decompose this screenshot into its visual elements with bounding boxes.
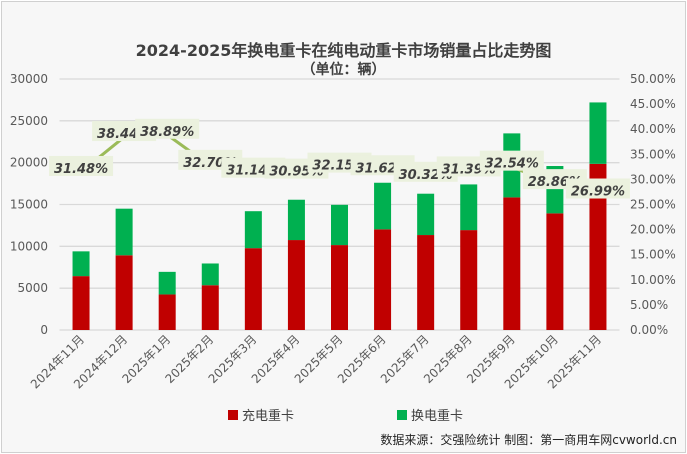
bar-swapping — [201, 263, 219, 286]
data-label-box — [135, 118, 200, 139]
bar-swapping — [287, 199, 305, 241]
legend-label-swapping: 换电重卡 — [411, 409, 464, 424]
y2-tick-label: 20.00% — [630, 223, 676, 237]
y-tick-label: 10000 — [10, 239, 48, 253]
y2-tick-label: 15.00% — [630, 248, 676, 262]
bar-swapping — [460, 184, 478, 231]
y-tick-label: 0 — [40, 323, 48, 337]
chart-subtitle: （单位：辆） — [301, 62, 386, 78]
bar-charging — [374, 229, 392, 330]
data-label: 38.89% — [140, 125, 194, 140]
y2-tick-label: 30.00% — [630, 172, 676, 186]
y-tick-label: 25000 — [10, 114, 48, 128]
bar-charging — [503, 197, 521, 330]
bar-charging — [417, 235, 435, 330]
bar-charging — [331, 245, 348, 330]
bar-charging — [115, 255, 133, 330]
bar-swapping — [244, 211, 262, 249]
y2-tick-label: 40.00% — [630, 122, 676, 136]
legend-swatch-swapping — [397, 409, 407, 420]
data-label: 32.54% — [485, 157, 539, 172]
bar-swapping — [331, 204, 348, 246]
y-tick-label: 5000 — [17, 281, 48, 295]
data-label-box — [565, 178, 630, 199]
y2-tick-label: 35.00% — [630, 147, 676, 161]
source-note: 数据来源：交强险统计 制图：第一商用车网cvworld.cn — [380, 433, 677, 447]
y2-tick-label: 45.00% — [630, 97, 676, 111]
bar-swapping — [115, 208, 133, 256]
bar-swapping — [417, 193, 435, 236]
bar-charging — [244, 248, 262, 330]
bar-charging — [287, 240, 305, 330]
chart-title: 2024-2025年换电重卡在纯电动重卡市场销量占比走势图 — [135, 41, 552, 60]
bar-charging — [589, 163, 607, 330]
bar-charging — [72, 276, 90, 330]
legend-label-charging: 充电重卡 — [242, 409, 295, 424]
bar-swapping — [374, 182, 392, 230]
y-tick-label: 15000 — [10, 198, 48, 212]
bar-swapping — [589, 102, 607, 164]
y2-tick-label: 0.00% — [630, 323, 668, 337]
bar-charging — [460, 230, 478, 330]
legend-item-swapping: 换电重卡 — [397, 405, 463, 424]
y2-tick-label: 5.00% — [630, 298, 668, 312]
bar-swapping — [158, 271, 176, 295]
bar-charging — [201, 285, 219, 330]
data-label-box — [479, 150, 544, 171]
legend-swatch-charging — [228, 409, 238, 420]
y-tick-label: 30000 — [10, 72, 48, 86]
data-label-box — [49, 155, 114, 176]
y2-tick-label: 25.00% — [630, 198, 676, 212]
data-label: 31.48% — [54, 162, 108, 177]
bar-swapping — [72, 251, 90, 277]
y2-tick-label: 10.00% — [630, 273, 676, 287]
data-label: 26.99% — [571, 185, 625, 200]
y-tick-label: 20000 — [10, 156, 48, 170]
y2-tick-label: 50.00% — [630, 72, 676, 86]
legend-item-charging: 充电重卡 — [228, 405, 294, 424]
bar-charging — [546, 213, 564, 330]
bar-charging — [158, 294, 176, 330]
